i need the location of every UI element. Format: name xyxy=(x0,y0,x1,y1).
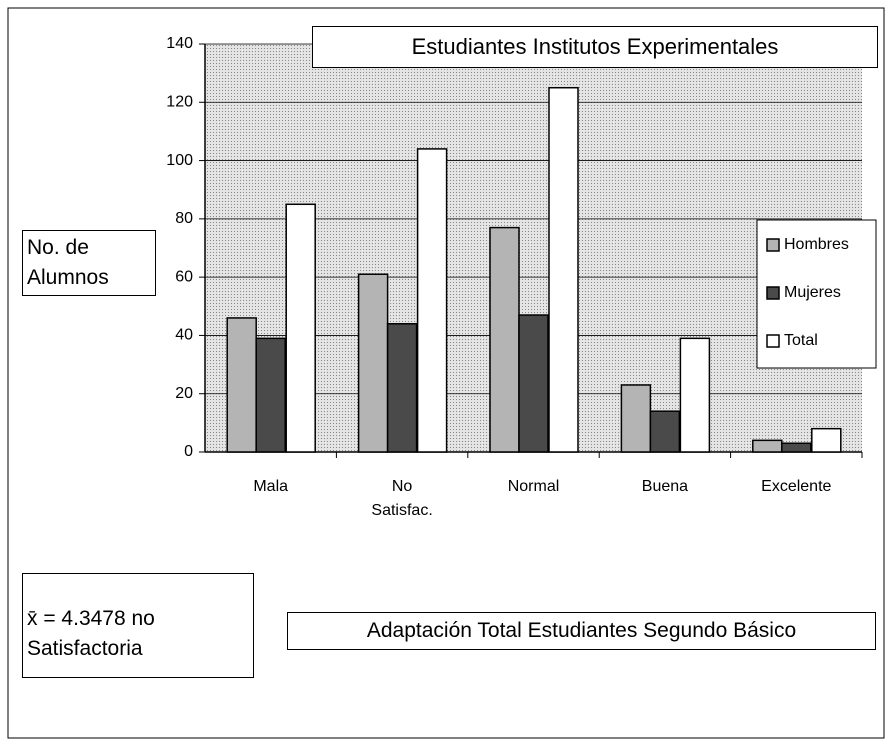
legend-label: Mujeres xyxy=(784,284,841,301)
x-tick-label: Mala xyxy=(253,478,288,495)
y-tick-label: 100 xyxy=(166,152,193,169)
bar xyxy=(649,410,681,453)
legend-swatch xyxy=(766,238,780,252)
annotation: x̄ = 4.3478 no Satisfactoria xyxy=(22,573,254,678)
y-tick-label: 20 xyxy=(175,385,193,402)
y-tick-label: 120 xyxy=(166,94,193,111)
bar xyxy=(781,442,812,453)
y-tick-label: 80 xyxy=(175,210,193,227)
bar xyxy=(226,317,257,453)
legend-swatch xyxy=(766,286,780,300)
y-axis-label: No. de Alumnos xyxy=(22,230,156,296)
y-tick-label: 0 xyxy=(184,443,193,460)
subtitle: Adaptación Total Estudiantes Segundo Bás… xyxy=(287,612,876,650)
bar xyxy=(416,148,448,453)
chart-title: Estudiantes Institutos Experimentales xyxy=(312,26,878,68)
bar xyxy=(811,427,842,453)
bar xyxy=(679,337,711,453)
bar xyxy=(386,323,418,453)
bar xyxy=(357,273,389,453)
y-tick-label: 40 xyxy=(175,327,193,344)
bar xyxy=(518,314,549,453)
x-tick-label: Buena xyxy=(642,478,688,495)
bar xyxy=(752,439,783,453)
bar xyxy=(548,86,579,453)
bar xyxy=(489,226,520,453)
x-tick-label: Excelente xyxy=(761,478,831,495)
x-tick-label: Normal xyxy=(508,478,560,495)
y-tick-label: 60 xyxy=(175,268,193,285)
legend-label: Hombres xyxy=(784,236,849,253)
legend-label: Total xyxy=(784,332,818,349)
x-tick-label: No Satisfac. xyxy=(371,478,432,519)
bar xyxy=(285,203,316,453)
frame xyxy=(7,7,885,739)
y-tick-label: 140 xyxy=(166,35,193,52)
bar xyxy=(620,384,652,453)
legend-swatch xyxy=(766,334,780,348)
bar xyxy=(255,337,286,453)
